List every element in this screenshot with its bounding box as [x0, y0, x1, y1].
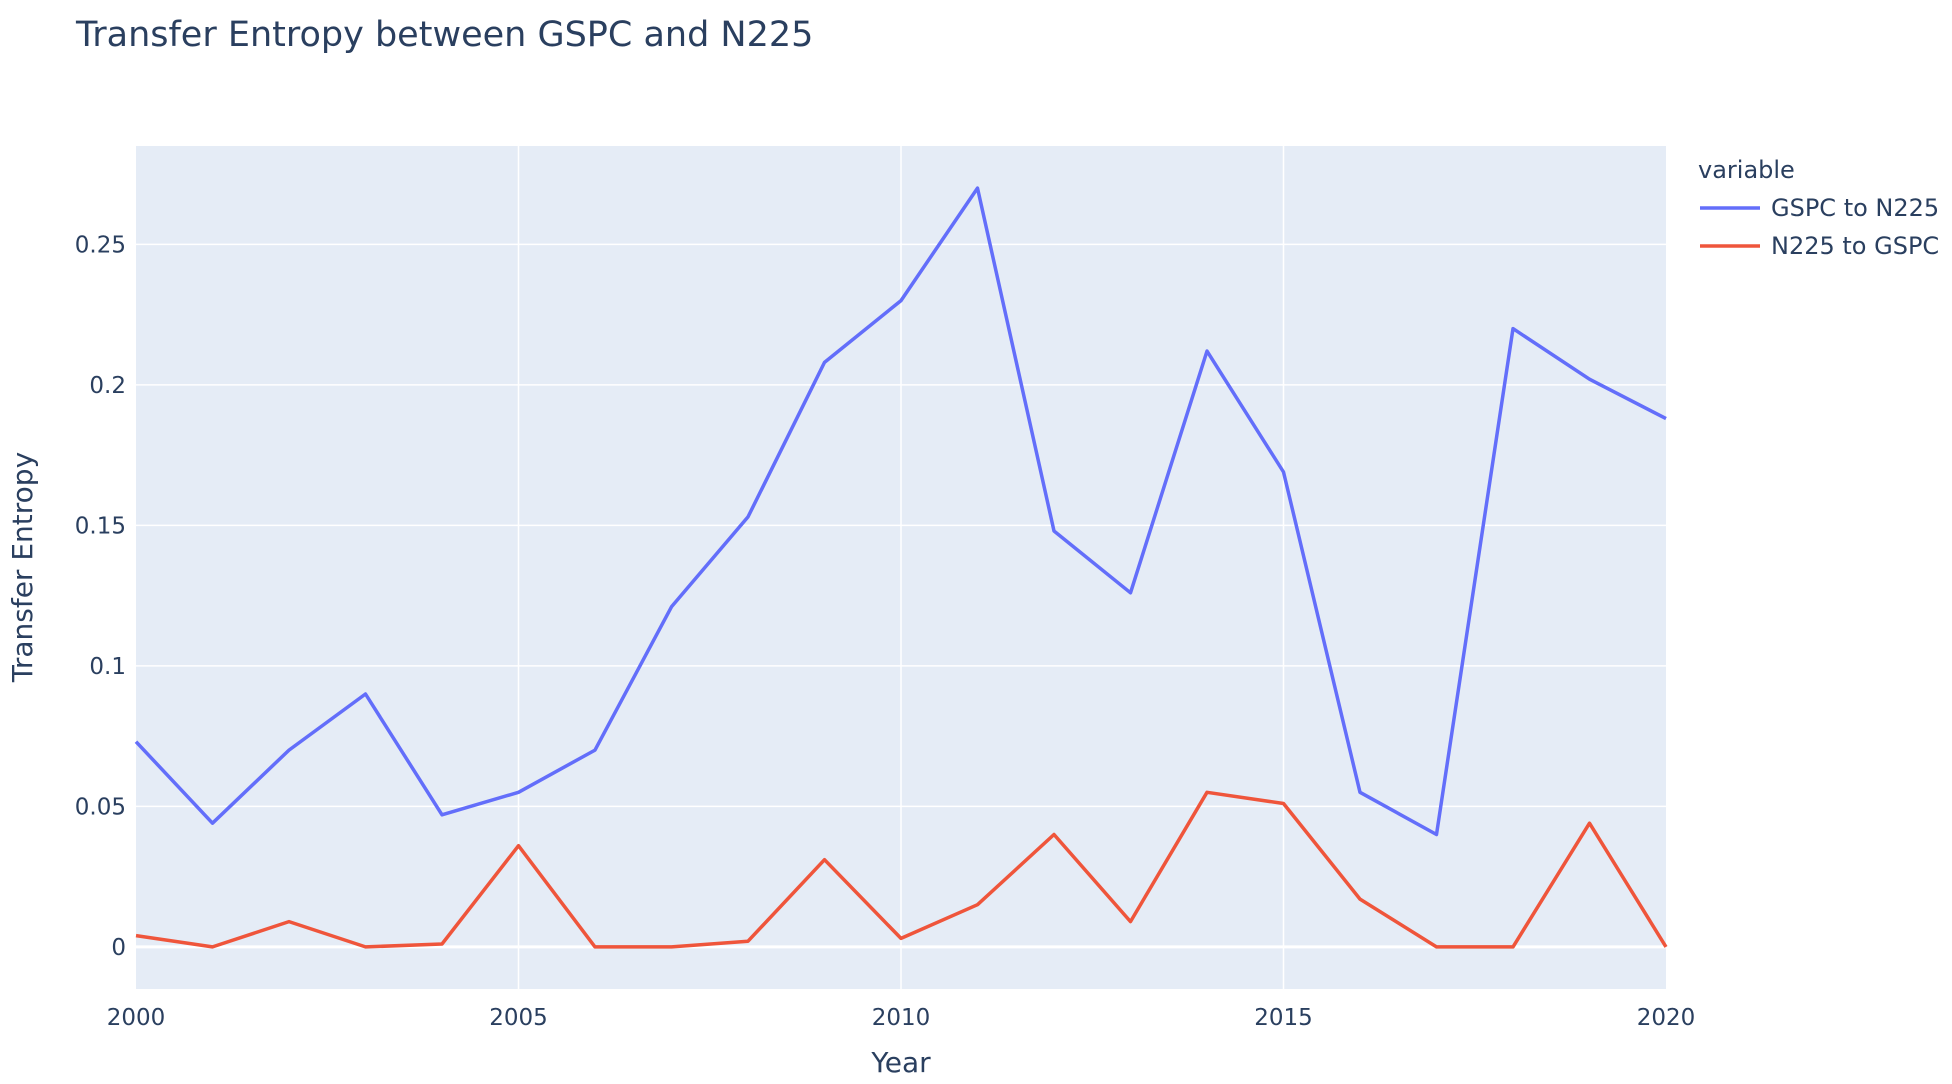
y-axis-ticks: 0 0.05 0.1 0.15 0.2 0.25 [75, 232, 126, 961]
y-axis-label: Transfer Entropy [6, 452, 39, 683]
legend-item-label: GSPC to N225 [1771, 194, 1939, 222]
series-lines [134, 186, 1668, 949]
series-line-2 [135, 790, 1668, 949]
x-tick-label: 2010 [872, 1005, 931, 1031]
y-tick-label: 0.05 [75, 794, 126, 820]
y-tick-label: 0.1 [89, 654, 126, 680]
y-tick-label: 0.15 [75, 513, 126, 539]
legend-item-label: N225 to GSPC [1771, 232, 1939, 260]
x-tick-label: 2000 [107, 1005, 166, 1031]
series-line-1 [134, 186, 1667, 837]
x-tick-label: 2005 [489, 1005, 548, 1031]
legend-title: variable [1698, 156, 1795, 184]
y-tick-label: 0.2 [89, 373, 126, 399]
x-tick-label: 2015 [1254, 1005, 1313, 1031]
legend: variable GSPC to N225 N225 to GSPC [1698, 156, 1939, 260]
x-tick-label: 2020 [1637, 1005, 1696, 1031]
x-axis-label: Year [870, 1046, 931, 1079]
y-tick-label: 0 [111, 935, 126, 961]
y-tick-label: 0.25 [75, 232, 126, 258]
x-axis-ticks: 2000 2005 2010 2015 2020 [107, 1005, 1696, 1031]
chart-title: Transfer Entropy between GSPC and N225 [75, 15, 813, 55]
